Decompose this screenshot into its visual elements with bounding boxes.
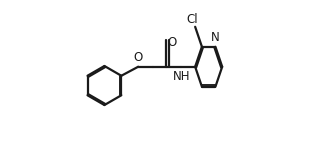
Text: Cl: Cl bbox=[187, 13, 198, 26]
Text: O: O bbox=[167, 36, 176, 49]
Text: O: O bbox=[133, 51, 143, 64]
Text: NH: NH bbox=[173, 70, 191, 83]
Text: N: N bbox=[211, 31, 219, 44]
